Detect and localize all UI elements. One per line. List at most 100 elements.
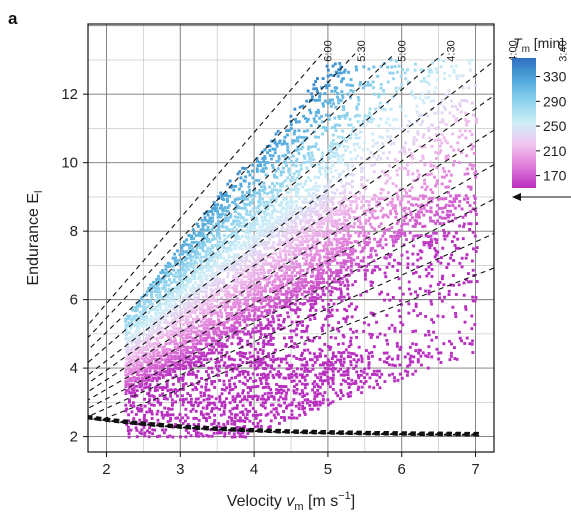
data-point	[172, 274, 176, 278]
data-point	[125, 361, 129, 365]
data-point	[234, 243, 238, 247]
data-point	[192, 429, 196, 432]
data-point	[360, 360, 364, 364]
data-point	[378, 267, 382, 271]
data-point	[199, 231, 203, 235]
data-point	[395, 222, 399, 225]
data-point	[327, 284, 331, 287]
data-point	[227, 253, 231, 257]
data-point	[245, 191, 249, 195]
data-point	[338, 241, 341, 245]
data-point	[443, 170, 446, 173]
data-point	[191, 349, 195, 353]
data-point	[341, 222, 345, 226]
data-point	[247, 395, 250, 398]
data-point	[316, 238, 319, 242]
data-point	[336, 226, 340, 229]
data-point	[316, 108, 320, 112]
data-point	[273, 148, 277, 151]
data-point	[447, 289, 451, 293]
data-point	[247, 240, 251, 244]
data-point	[153, 370, 157, 373]
data-point	[295, 262, 299, 266]
data-point	[328, 311, 332, 315]
data-point	[342, 240, 346, 244]
data-point	[416, 360, 420, 364]
data-point	[191, 317, 195, 321]
data-point	[349, 256, 353, 260]
data-point	[197, 340, 201, 343]
data-point	[181, 286, 185, 290]
data-point	[265, 312, 269, 315]
data-point	[332, 271, 336, 274]
data-point	[178, 367, 182, 370]
data-point	[242, 240, 246, 244]
data-point	[287, 204, 290, 208]
data-point	[321, 194, 325, 198]
data-point	[355, 305, 359, 309]
data-point	[259, 397, 263, 401]
data-point	[372, 117, 375, 121]
data-point	[168, 324, 172, 327]
data-point	[359, 231, 363, 235]
data-point	[303, 369, 307, 373]
data-point	[303, 231, 306, 235]
data-point	[277, 289, 281, 293]
data-point	[186, 323, 190, 327]
data-point	[260, 286, 264, 290]
data-point	[286, 145, 290, 149]
data-point	[437, 207, 441, 210]
data-point	[214, 397, 218, 401]
data-point	[208, 253, 212, 257]
data-point	[285, 404, 289, 408]
data-point	[284, 215, 288, 219]
data-point	[285, 237, 289, 241]
data-point	[229, 215, 233, 219]
data-point	[290, 271, 294, 275]
data-point	[321, 102, 325, 106]
data-point	[434, 127, 438, 130]
data-point	[144, 308, 148, 311]
data-point	[323, 379, 327, 383]
data-point	[247, 185, 251, 189]
data-point	[275, 176, 279, 179]
data-point	[254, 206, 257, 210]
data-point	[267, 302, 271, 306]
data-point	[147, 360, 151, 364]
data-point	[346, 164, 350, 168]
data-point	[355, 206, 359, 210]
data-point	[251, 256, 255, 259]
data-point	[289, 210, 292, 214]
data-point	[254, 410, 258, 414]
data-point	[204, 342, 208, 346]
data-point	[127, 367, 131, 371]
data-point	[259, 323, 263, 327]
data-point	[272, 264, 276, 268]
data-point	[359, 225, 363, 229]
data-point	[216, 367, 219, 371]
data-point	[212, 330, 215, 334]
data-point	[256, 323, 260, 327]
data-point	[238, 292, 242, 296]
data-point	[277, 240, 281, 244]
data-point	[201, 311, 205, 315]
data-point	[234, 272, 238, 275]
data-point	[431, 196, 435, 200]
data-point	[207, 397, 211, 401]
data-point	[124, 320, 128, 323]
data-point	[328, 347, 332, 351]
data-point	[283, 302, 287, 306]
data-point	[395, 117, 399, 121]
data-point	[207, 401, 210, 405]
data-point	[251, 163, 255, 167]
data-point	[204, 385, 208, 389]
data-point	[293, 385, 296, 388]
data-point	[343, 209, 347, 213]
data-point	[201, 247, 205, 250]
data-point	[340, 191, 344, 195]
data-point	[402, 194, 406, 198]
data-point	[193, 259, 197, 263]
data-point	[148, 355, 152, 358]
data-point	[140, 382, 143, 386]
data-point	[243, 317, 247, 321]
